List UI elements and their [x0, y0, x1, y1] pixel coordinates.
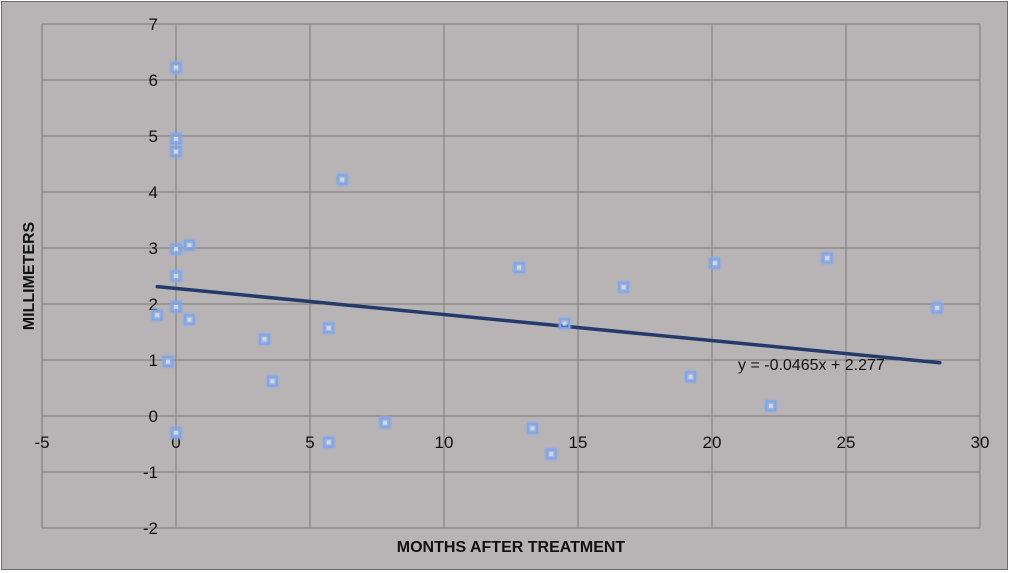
x-tick-label: -5	[34, 433, 49, 452]
y-tick-label: 0	[149, 407, 158, 426]
y-tick-label: 4	[149, 183, 158, 202]
x-tick-label: 5	[305, 433, 314, 452]
data-point	[525, 421, 540, 436]
data-point	[557, 316, 572, 331]
data-points	[150, 60, 945, 462]
y-tick-label: -2	[143, 519, 158, 538]
data-point	[169, 144, 183, 159]
x-tick-label: 20	[703, 433, 722, 452]
x-axis-title: MONTHS AFTER TREATMENT	[397, 539, 626, 556]
data-point	[257, 332, 272, 347]
data-point	[160, 354, 175, 369]
data-point	[683, 369, 698, 384]
data-point	[512, 260, 527, 275]
x-tick-label: 0	[171, 433, 180, 452]
data-point	[930, 300, 945, 315]
x-tick-labels: -5 0 5 10 15 20 25 30	[34, 433, 989, 452]
x-tick-label: 15	[569, 433, 588, 452]
y-tick-label: 1	[149, 351, 158, 370]
data-point	[544, 447, 559, 462]
x-tick-label: 30	[971, 433, 990, 452]
data-point	[321, 435, 336, 450]
gridlines	[41, 23, 981, 529]
y-tick-label: -1	[143, 463, 158, 482]
y-tick-label: 6	[149, 71, 158, 90]
y-tick-label: 2	[149, 295, 158, 314]
x-tick-label: 10	[435, 433, 454, 452]
data-point	[616, 280, 631, 295]
data-point	[169, 242, 183, 257]
data-point	[169, 299, 183, 314]
data-point	[169, 269, 183, 283]
y-axis-title: MILLIMETERS	[21, 221, 38, 330]
y-tick-label: 5	[149, 127, 158, 146]
data-point	[182, 238, 197, 253]
data-point	[820, 251, 835, 266]
y-tick-label: 3	[149, 239, 158, 258]
trendline-equation: y = -0.0465x + 2.277	[738, 357, 885, 374]
data-point	[707, 256, 722, 271]
data-point	[169, 131, 183, 146]
trendline	[155, 284, 942, 365]
y-tick-label: 7	[149, 15, 158, 34]
data-point	[169, 425, 183, 440]
data-point	[321, 321, 336, 336]
data-point	[335, 172, 350, 187]
data-point	[265, 374, 280, 389]
data-point	[182, 312, 197, 327]
y-tick-labels: -2 -1 0 1 2 3 4 5 6 7	[143, 15, 158, 538]
data-point	[169, 60, 183, 75]
x-tick-label: 25	[837, 433, 856, 452]
data-point	[763, 398, 778, 413]
data-point	[150, 308, 165, 323]
data-point	[378, 415, 393, 430]
